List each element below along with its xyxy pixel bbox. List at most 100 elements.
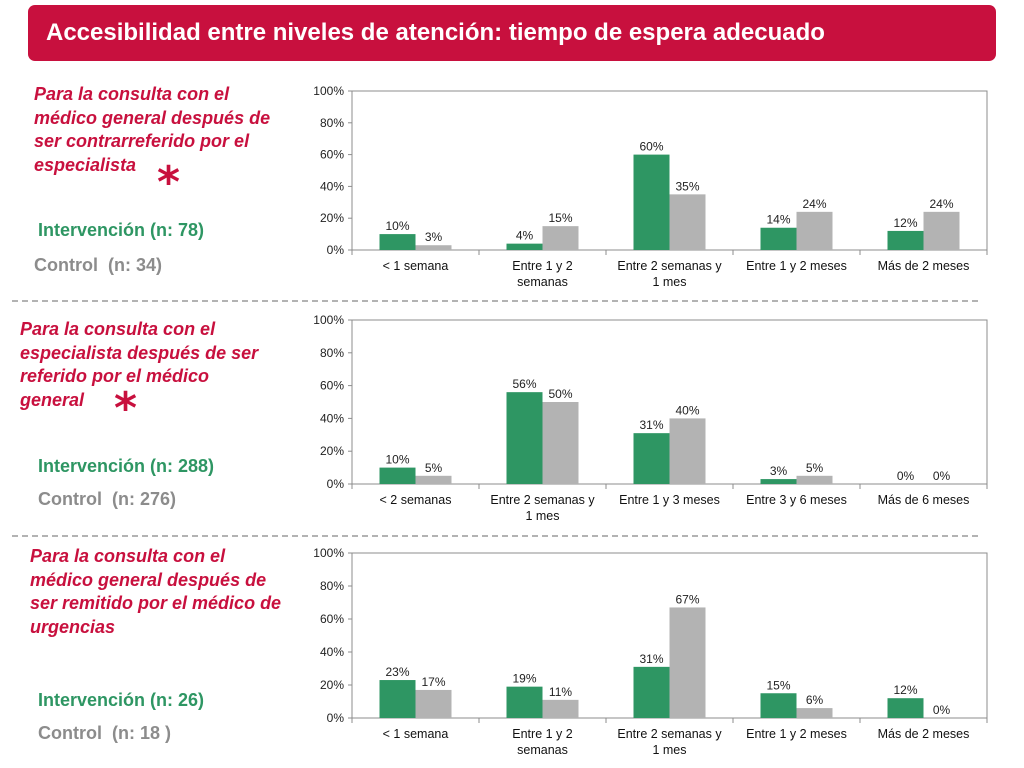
data-label-control: 67%	[675, 592, 699, 606]
data-label-control: 24%	[929, 197, 953, 211]
x-tick-label: Entre 1 y 2 meses	[746, 727, 847, 741]
data-label-control: 15%	[548, 211, 572, 225]
y-tick-label: 40%	[320, 411, 344, 425]
bar-control	[669, 194, 706, 250]
page-title: Accesibilidad entre niveles de atención:…	[46, 19, 825, 46]
title-banner: Accesibilidad entre niveles de atención:…	[28, 5, 996, 61]
bar-intervention	[506, 392, 543, 484]
data-label-control: 40%	[675, 403, 699, 417]
bar-intervention	[379, 680, 416, 718]
bar-control	[669, 418, 706, 484]
bar-intervention	[379, 234, 416, 250]
y-tick-label: 100%	[313, 313, 344, 327]
data-label-intervention: 10%	[385, 219, 409, 233]
y-tick-label: 20%	[320, 678, 344, 692]
data-label-intervention: 0%	[897, 469, 915, 483]
x-tick-label: < 1 semana	[383, 727, 449, 741]
bar-intervention	[887, 230, 924, 250]
bar-control	[542, 699, 579, 718]
control-label: Control (n: 276)	[38, 489, 176, 509]
data-label-intervention: 31%	[639, 652, 663, 666]
bar-control	[542, 402, 579, 484]
significance-asterisk: *	[157, 157, 181, 208]
bar-intervention	[379, 467, 416, 484]
y-tick-label: 0%	[327, 477, 345, 491]
section-description: Para la consulta con el especialista des…	[20, 319, 259, 410]
data-label-intervention: 15%	[766, 678, 790, 692]
data-label-control: 3%	[425, 230, 443, 244]
y-tick-label: 0%	[327, 243, 345, 257]
data-label-intervention: 19%	[512, 672, 536, 686]
data-label-control: 5%	[425, 461, 443, 475]
intervention-label: Intervención (n: 26)	[38, 690, 205, 710]
y-tick-label: 60%	[320, 612, 344, 626]
data-label-control: 11%	[549, 685, 572, 699]
data-label-control: 0%	[933, 469, 951, 483]
y-tick-label: 80%	[320, 579, 344, 593]
data-label-intervention: 14%	[766, 213, 790, 227]
section-3: Para la consulta con el médico general d…	[0, 540, 1024, 768]
bar-intervention	[887, 698, 924, 718]
data-label-intervention: 12%	[893, 683, 917, 697]
data-label-intervention: 56%	[512, 377, 536, 391]
bar-intervention	[760, 693, 797, 718]
x-tick-label: < 2 semanas	[380, 493, 452, 507]
data-label-control: 5%	[806, 461, 824, 475]
data-label-intervention: 23%	[385, 665, 409, 679]
bar-control	[796, 475, 833, 484]
bar-chart-3: 0% 20% 40% 60% 80% 100% 23% 17% < 1 semana 19% 11%…	[313, 546, 988, 757]
bar-control	[796, 708, 833, 718]
y-tick-label: 100%	[313, 546, 344, 560]
y-tick-label: 40%	[320, 179, 344, 193]
section-description: Para la consulta con el médico general d…	[30, 546, 282, 637]
data-label-intervention: 4%	[516, 229, 534, 243]
data-label-control: 24%	[802, 197, 826, 211]
bar-control	[796, 211, 833, 250]
section-divider	[12, 300, 978, 302]
y-tick-label: 20%	[320, 444, 344, 458]
bar-control	[415, 245, 452, 250]
bar-intervention	[633, 666, 670, 718]
x-tick-label: < 1 semana	[383, 259, 449, 273]
bar-intervention	[506, 686, 543, 718]
bar-chart-2: 0% 20% 40% 60% 80% 100% 10% 5% < 2 semanas 56% 50%…	[313, 313, 988, 523]
bar-control	[669, 607, 706, 718]
bar-intervention	[633, 433, 670, 484]
y-tick-label: 60%	[320, 148, 344, 162]
x-tick-label: Entre 1 y 2 semanas	[512, 259, 572, 289]
data-label-intervention: 10%	[385, 453, 409, 467]
data-label-intervention: 60%	[639, 140, 663, 154]
bar-intervention	[760, 227, 797, 250]
y-tick-label: 80%	[320, 116, 344, 130]
x-tick-label: Entre 1 y 2 semanas	[512, 727, 572, 757]
bar-control	[415, 475, 452, 484]
y-tick-label: 100%	[313, 84, 344, 98]
significance-asterisk: *	[114, 383, 138, 434]
data-label-intervention: 3%	[770, 464, 788, 478]
bar-control	[923, 211, 960, 250]
intervention-label: Intervención (n: 288)	[38, 456, 215, 476]
section-1: Para la consulta con el médico general d…	[0, 70, 1024, 292]
data-label-control: 50%	[548, 387, 572, 401]
data-label-intervention: 31%	[639, 418, 663, 432]
bar-intervention	[760, 479, 797, 484]
x-tick-label: Entre 1 y 2 meses	[746, 259, 847, 273]
x-tick-label: Más de 2 meses	[878, 727, 970, 741]
bar-intervention	[633, 154, 670, 250]
bar-control	[415, 689, 452, 718]
data-label-control: 17%	[421, 675, 445, 689]
y-tick-label: 40%	[320, 645, 344, 659]
x-tick-label: Entre 1 y 3 meses	[619, 493, 720, 507]
bar-control	[542, 226, 579, 250]
intervention-label: Intervención (n: 78)	[38, 220, 205, 240]
y-tick-label: 60%	[320, 379, 344, 393]
section-divider	[12, 535, 978, 537]
x-tick-label: Entre 3 y 6 meses	[746, 493, 847, 507]
y-tick-label: 80%	[320, 346, 344, 360]
section-2: Para la consulta con el especialista des…	[0, 305, 1024, 535]
control-label: Control (n: 18 )	[38, 723, 171, 743]
control-label: Control (n: 34)	[34, 255, 162, 275]
